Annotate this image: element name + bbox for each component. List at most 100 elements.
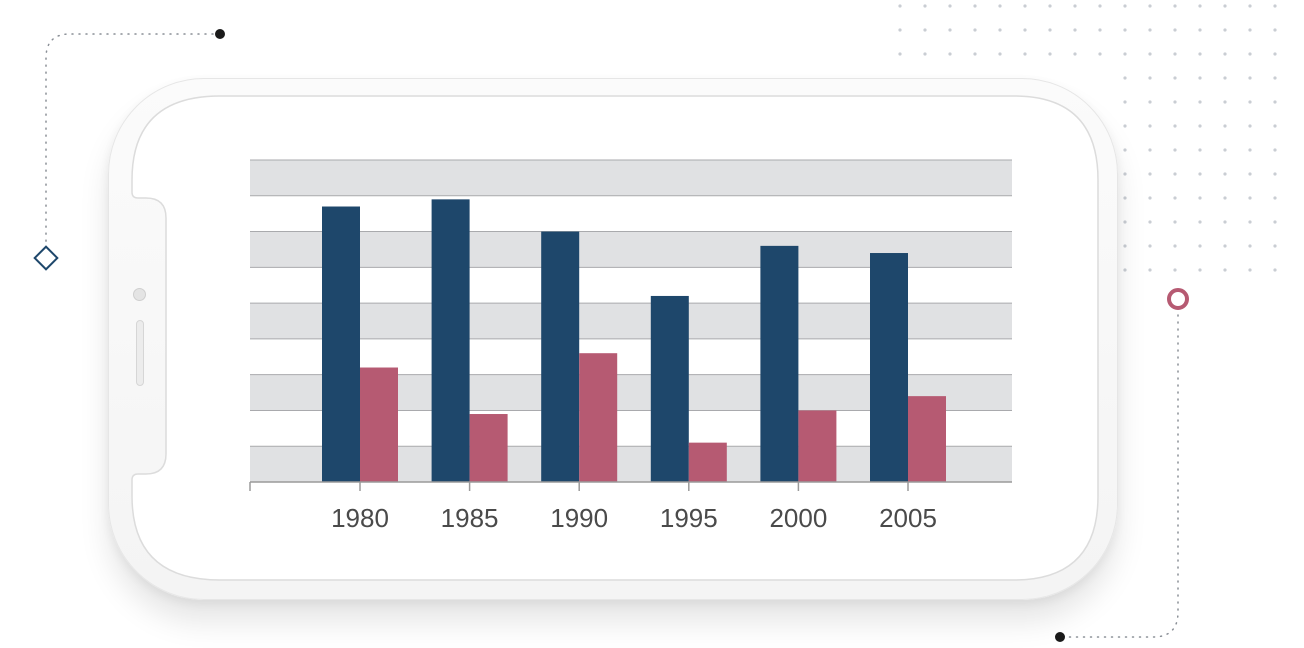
- decor-dot: [1248, 100, 1252, 104]
- decor-dot: [1198, 52, 1202, 56]
- decor-dot: [1123, 220, 1127, 224]
- decor-dot: [1148, 148, 1152, 152]
- decor-dot: [1173, 220, 1177, 224]
- decor-dot: [1073, 52, 1077, 56]
- decor-dot: [898, 4, 902, 8]
- decor-dot: [1173, 268, 1177, 272]
- decor-dot: [1198, 268, 1202, 272]
- decor-dot: [1198, 220, 1202, 224]
- decor-dot: [1223, 124, 1227, 128]
- decor-dot: [1148, 100, 1152, 104]
- decor-dot: [1173, 28, 1177, 32]
- decor-dot: [1173, 244, 1177, 248]
- decor-dot: [973, 4, 977, 8]
- bar-1990-series-2: [579, 353, 618, 482]
- decor-dot: [1123, 76, 1127, 80]
- bar-1985-series-1: [431, 199, 470, 482]
- decor-dot: [1173, 148, 1177, 152]
- decor-dot: [1248, 268, 1252, 272]
- grid-band: [250, 195, 1012, 232]
- decor-dot: [1273, 52, 1277, 56]
- x-axis: [249, 481, 1012, 491]
- decor-dot: [1073, 28, 1077, 32]
- grid-band: [250, 160, 1012, 196]
- decor-dot: [1148, 196, 1152, 200]
- decor-dot: [1273, 100, 1277, 104]
- decor-dot: [1198, 172, 1202, 176]
- decor-dot: [1223, 244, 1227, 248]
- decor-dot: [1198, 244, 1202, 248]
- decor-dot: [998, 52, 1002, 56]
- decor-dot: [1273, 172, 1277, 176]
- decor-dot: [1223, 28, 1227, 32]
- decor-dot: [1248, 172, 1252, 176]
- decor-dot: [1198, 148, 1202, 152]
- bar-1995-series-1: [650, 295, 689, 482]
- speaker-grille: [136, 320, 144, 386]
- decor-dot: [1248, 220, 1252, 224]
- decor-dot: [1123, 148, 1127, 152]
- dotted-connector-left: [45, 33, 221, 245]
- decor-dot: [1123, 244, 1127, 248]
- decor-dot: [1123, 4, 1127, 8]
- decor-dot: [1223, 172, 1227, 176]
- bar-1990-series-1: [541, 231, 580, 482]
- bar-2005-series-1: [870, 253, 908, 482]
- decor-dot: [1048, 52, 1052, 56]
- decor-dot: [1223, 148, 1227, 152]
- decor-dot: [1223, 196, 1227, 200]
- bar-1980-series-1: [322, 206, 360, 482]
- decor-dot: [1223, 100, 1227, 104]
- decor-dot: [1148, 268, 1152, 272]
- decor-dot: [998, 4, 1002, 8]
- decor-dot: [923, 28, 927, 32]
- decor-dot: [1123, 28, 1127, 32]
- decor-dot: [1223, 52, 1227, 56]
- decor-dot: [923, 52, 927, 56]
- decor-dot: [1173, 196, 1177, 200]
- decor-dot: [1148, 4, 1152, 8]
- decor-dot: [1223, 220, 1227, 224]
- bar-2000-series-2: [798, 410, 837, 482]
- x-tick-label: 1990: [550, 503, 608, 533]
- decor-dot: [1248, 196, 1252, 200]
- connector-end-dot: [215, 29, 225, 39]
- decor-dot: [1248, 148, 1252, 152]
- decor-dot: [948, 28, 952, 32]
- decor-dot: [898, 52, 902, 56]
- decor-dot: [1198, 28, 1202, 32]
- x-tick-label: 2000: [769, 503, 827, 533]
- decor-dot: [1173, 52, 1177, 56]
- decor-dot: [1048, 28, 1052, 32]
- decor-dot: [973, 28, 977, 32]
- decor-dot: [1048, 4, 1052, 8]
- decor-dot: [1273, 220, 1277, 224]
- decor-dot: [1248, 124, 1252, 128]
- decor-dot: [1173, 76, 1177, 80]
- decor-dot: [973, 52, 977, 56]
- decor-dot: [1273, 76, 1277, 80]
- decor-dot: [1098, 52, 1102, 56]
- decor-dot: [1123, 268, 1127, 272]
- x-tick-label: 1985: [441, 503, 499, 533]
- decor-dot: [1173, 4, 1177, 8]
- decor-dot: [1198, 196, 1202, 200]
- decor-dot: [1148, 124, 1152, 128]
- decor-dot: [1148, 52, 1152, 56]
- decor-dot: [1073, 4, 1077, 8]
- decor-dot: [1098, 4, 1102, 8]
- decor-dot: [1273, 28, 1277, 32]
- x-tick-label: 1980: [331, 503, 389, 533]
- decor-dot: [1198, 124, 1202, 128]
- decor-dot: [1148, 76, 1152, 80]
- decor-dot: [1248, 52, 1252, 56]
- decor-dot: [1248, 28, 1252, 32]
- ring-marker-icon: [1167, 288, 1189, 310]
- decor-dot: [1198, 4, 1202, 8]
- decor-dot: [948, 4, 952, 8]
- decor-dot: [1098, 28, 1102, 32]
- decor-dot: [1198, 76, 1202, 80]
- decor-dot: [948, 52, 952, 56]
